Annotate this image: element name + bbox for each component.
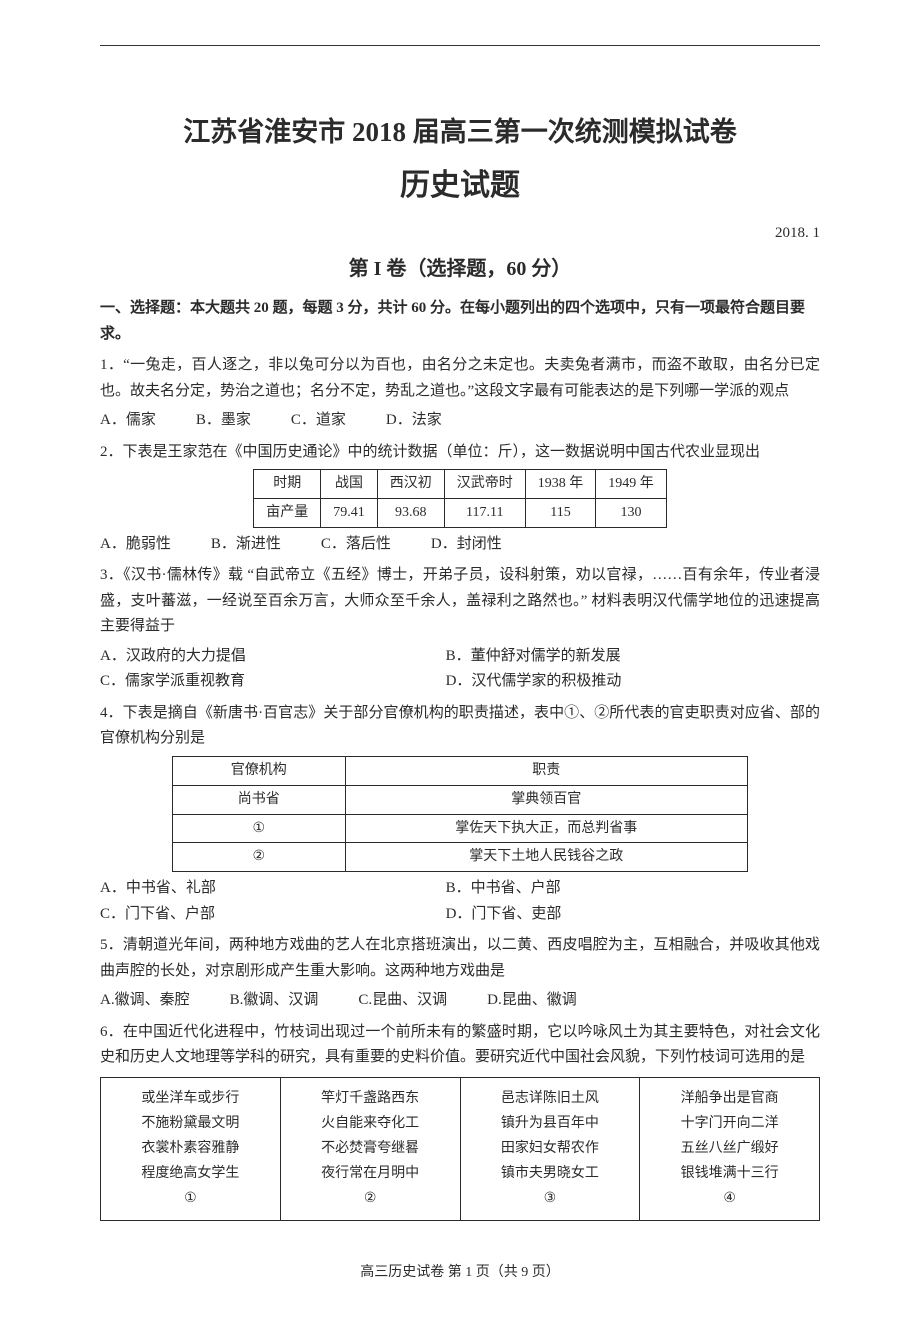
poem-label: ① (107, 1186, 274, 1211)
q2-option-c: C．落后性 (321, 532, 391, 558)
poem-cell-3: 邑志详陈旧土风 镇升为县百年中 田家妇女帮农作 镇市夫男晓女工 ③ (460, 1077, 640, 1220)
poem-line: 银钱堆满十三行 (646, 1161, 813, 1186)
q2-th: 战国 (321, 470, 378, 499)
q1-option-d: D．法家 (386, 408, 442, 434)
poem-line: 十字门开向二洋 (646, 1111, 813, 1136)
question-4-text: 4．下表是摘自《新唐书·百官志》关于部分官僚机构的职责描述，表中①、②所代表的官… (100, 701, 820, 752)
poem-line: 火自能来夺化工 (287, 1111, 454, 1136)
q3-option-b: B．董仲舒对儒学的新发展 (446, 644, 792, 670)
q4-h1: 官僚机构 (173, 756, 346, 785)
poem-label: ② (287, 1186, 454, 1211)
poem-line: 邑志详陈旧土风 (467, 1086, 634, 1111)
poem-cell-1: 或坐洋车或步行 不施粉黛最文明 衣裳朴素容雅静 程度绝高女学生 ① (101, 1077, 281, 1220)
poem-line: 不必焚膏夸继晷 (287, 1136, 454, 1161)
question-3-options: A．汉政府的大力提倡 B．董仲舒对儒学的新发展 C．儒家学派重视教育 D．汉代儒… (100, 644, 820, 695)
q2-th: 汉武帝时 (444, 470, 525, 499)
q4-r1c1: 尚书省 (173, 785, 346, 814)
q4-r1c2: 掌典领百官 (345, 785, 748, 814)
q2-val: 93.68 (377, 499, 444, 528)
question-5-options: A.徽调、秦腔 B.徽调、汉调 C.昆曲、汉调 D.昆曲、徽调 (100, 988, 820, 1014)
q4-r3c1: ② (173, 843, 346, 872)
question-6-text: 6．在中国近代化进程中，竹枝词出现过一个前所未有的繁盛时期，它以吟咏风土为其主要… (100, 1020, 820, 1071)
q6-poems-table: 或坐洋车或步行 不施粉黛最文明 衣裳朴素容雅静 程度绝高女学生 ① 竿灯千盏路西… (100, 1077, 820, 1221)
exam-title: 江苏省淮安市 2018 届高三第一次统测模拟试卷 (100, 110, 820, 156)
q2-val: 117.11 (444, 499, 525, 528)
q4-option-b: B．中书省、户部 (446, 876, 792, 902)
section1-header: 第 I 卷（选择题，60 分） (100, 252, 820, 286)
q5-option-b: B.徽调、汉调 (230, 988, 319, 1014)
poem-cell-4: 洋船争出是官商 十字门开向二洋 五丝八丝广缎好 银钱堆满十三行 ④ (640, 1077, 820, 1220)
exam-page: 江苏省淮安市 2018 届高三第一次统测模拟试卷 历史试题 2018. 1 第 … (0, 0, 920, 1334)
q4-option-a: A．中书省、礼部 (100, 876, 446, 902)
question-1-options: A．儒家 B．墨家 C．道家 D．法家 (100, 408, 820, 434)
top-horizontal-rule (100, 45, 820, 46)
q2-th-period: 时期 (254, 470, 321, 499)
poem-line: 或坐洋车或步行 (107, 1086, 274, 1111)
q2-option-d: D．封闭性 (431, 532, 502, 558)
table-row: 时期 战国 西汉初 汉武帝时 1938 年 1949 年 (254, 470, 667, 499)
q5-option-d: D.昆曲、徽调 (487, 988, 577, 1014)
poem-cell-2: 竿灯千盏路西东 火自能来夺化工 不必焚膏夸继晷 夜行常在月明中 ② (280, 1077, 460, 1220)
poem-line: 夜行常在月明中 (287, 1161, 454, 1186)
q2-val: 115 (525, 499, 596, 528)
question-5-text: 5．清朝道光年间，两种地方戏曲的艺人在北京搭班演出，以二黄、西皮唱腔为主，互相融… (100, 933, 820, 984)
poem-line: 五丝八丝广缎好 (646, 1136, 813, 1161)
q1-option-c: C．道家 (291, 408, 346, 434)
q4-h2: 职责 (345, 756, 748, 785)
q3-option-c: C．儒家学派重视教育 (100, 669, 446, 695)
q1-option-b: B．墨家 (196, 408, 251, 434)
q2-option-a: A．脆弱性 (100, 532, 171, 558)
q2-val: 79.41 (321, 499, 378, 528)
poem-line: 镇升为县百年中 (467, 1111, 634, 1136)
q4-r3c2: 掌天下土地人民钱谷之政 (345, 843, 748, 872)
poem-line: 衣裳朴素容雅静 (107, 1136, 274, 1161)
q2-val: 130 (596, 499, 667, 528)
exam-subject: 历史试题 (100, 160, 820, 211)
question-2-options: A．脆弱性 B．渐进性 C．落后性 D．封闭性 (100, 532, 820, 558)
poem-line: 田家妇女帮农作 (467, 1136, 634, 1161)
q2-table: 时期 战国 西汉初 汉武帝时 1938 年 1949 年 亩产量 79.41 9… (253, 469, 667, 528)
table-row: 或坐洋车或步行 不施粉黛最文明 衣裳朴素容雅静 程度绝高女学生 ① 竿灯千盏路西… (101, 1077, 820, 1220)
q2-option-b: B．渐进性 (211, 532, 281, 558)
q4-option-c: C．门下省、户部 (100, 902, 446, 928)
poem-label: ④ (646, 1186, 813, 1211)
q2-row-label: 亩产量 (254, 499, 321, 528)
q4-r2c2: 掌佐天下执大正，而总判省事 (345, 814, 748, 843)
q3-option-a: A．汉政府的大力提倡 (100, 644, 446, 670)
q3-option-d: D．汉代儒学家的积极推动 (446, 669, 792, 695)
q2-th: 西汉初 (377, 470, 444, 499)
page-footer: 高三历史试卷 第 1 页（共 9 页） (100, 1261, 820, 1285)
question-2-text: 2．下表是王家范在《中国历史通论》中的统计数据（单位：斤），这一数据说明中国古代… (100, 440, 820, 466)
q2-th: 1938 年 (525, 470, 596, 499)
table-row: ② 掌天下土地人民钱谷之政 (173, 843, 748, 872)
q1-option-a: A．儒家 (100, 408, 156, 434)
q5-option-c: C.昆曲、汉调 (358, 988, 447, 1014)
table-row: 尚书省 掌典领百官 (173, 785, 748, 814)
poem-line: 竿灯千盏路西东 (287, 1086, 454, 1111)
table-row: 亩产量 79.41 93.68 117.11 115 130 (254, 499, 667, 528)
poem-line: 洋船争出是官商 (646, 1086, 813, 1111)
question-4-options: A．中书省、礼部 B．中书省、户部 C．门下省、户部 D．门下省、吏部 (100, 876, 820, 927)
poem-label: ③ (467, 1186, 634, 1211)
section1-instructions: 一、选择题：本大题共 20 题，每题 3 分，共计 60 分。在每小题列出的四个… (100, 296, 820, 347)
table-row: ① 掌佐天下执大正，而总判省事 (173, 814, 748, 843)
q4-table: 官僚机构 职责 尚书省 掌典领百官 ① 掌佐天下执大正，而总判省事 ② 掌天下土… (172, 756, 748, 872)
q4-option-d: D．门下省、吏部 (446, 902, 792, 928)
q5-option-a: A.徽调、秦腔 (100, 988, 190, 1014)
table-row: 官僚机构 职责 (173, 756, 748, 785)
poem-line: 镇市夫男晓女工 (467, 1161, 634, 1186)
poem-line: 不施粉黛最文明 (107, 1111, 274, 1136)
q4-r2c1: ① (173, 814, 346, 843)
question-1-text: 1．“一兔走，百人逐之，非以兔可分以为百也，由名分之未定也。夫卖兔者满市，而盗不… (100, 353, 820, 404)
poem-line: 程度绝高女学生 (107, 1161, 274, 1186)
exam-date: 2018. 1 (100, 221, 820, 247)
question-3-text: 3．《汉书·儒林传》载 “自武帝立《五经》博士，开弟子员，设科射策，劝以官禄，…… (100, 563, 820, 640)
q2-th: 1949 年 (596, 470, 667, 499)
